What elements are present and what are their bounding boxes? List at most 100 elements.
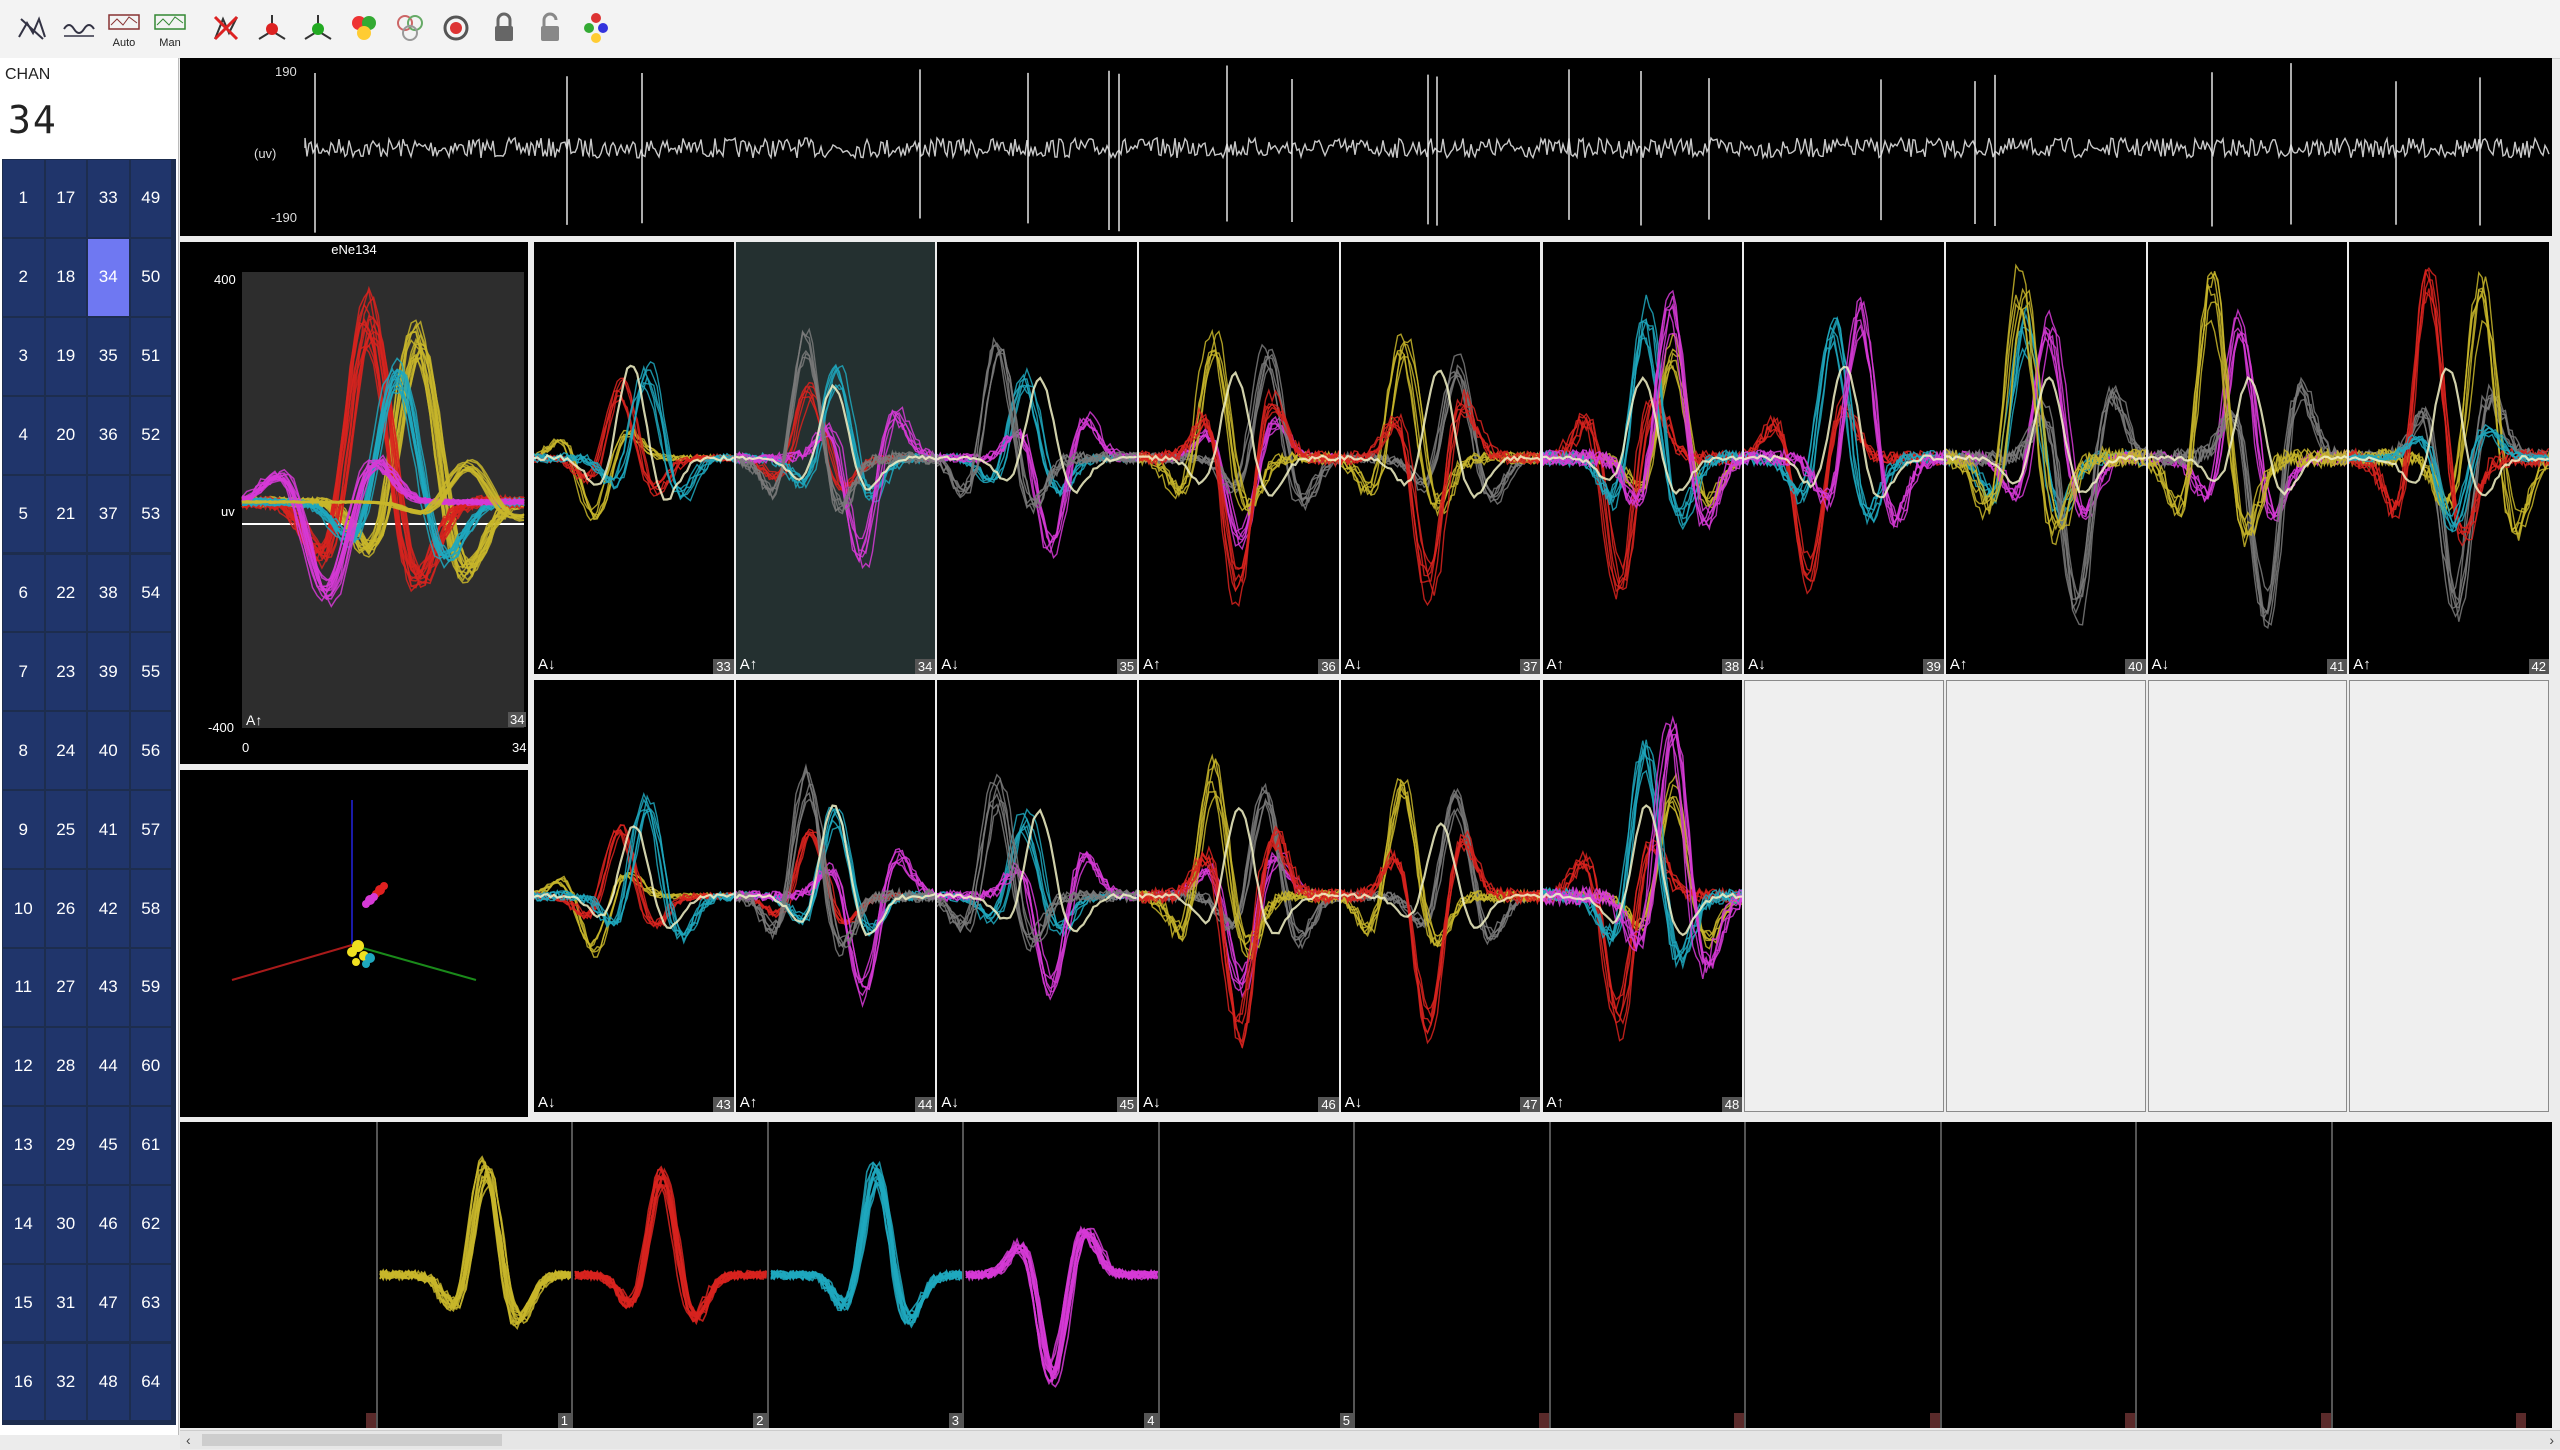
- waveform-cell-41[interactable]: A↓ 41: [2147, 242, 2348, 674]
- waveform-cell-37[interactable]: A↓ 37: [1340, 242, 1541, 674]
- channel-cell-49[interactable]: 49: [130, 160, 171, 237]
- channel-cell-6[interactable]: 6: [3, 554, 44, 632]
- waveform-cell-36[interactable]: A↑ 36: [1139, 242, 1339, 674]
- unit-slot-3[interactable]: 3: [766, 1122, 963, 1428]
- waveform-cell-42[interactable]: A↑ 42: [2349, 242, 2549, 674]
- waveform-cell-44[interactable]: A↑ 44: [735, 680, 936, 1112]
- channel-cell-2[interactable]: 2: [3, 238, 44, 316]
- channel-cell-53[interactable]: 53: [130, 475, 171, 553]
- waveform-cell-38[interactable]: A↑ 38: [1542, 242, 1743, 674]
- unlock-button[interactable]: [530, 8, 570, 48]
- threshold-button[interactable]: [58, 8, 98, 48]
- channel-cell-1[interactable]: 1: [3, 160, 44, 237]
- empty-cell[interactable]: [2349, 680, 2549, 1112]
- channel-cell-11[interactable]: 11: [3, 949, 44, 1026]
- channel-cell-59[interactable]: 59: [130, 949, 171, 1026]
- unit-slot-empty[interactable]: [1353, 1122, 1549, 1428]
- channel-cell-24[interactable]: 24: [45, 712, 86, 790]
- channel-cell-18[interactable]: 18: [45, 238, 86, 316]
- unit-slot-empty[interactable]: [1939, 1122, 2135, 1428]
- channel-cell-31[interactable]: 31: [45, 1264, 86, 1342]
- channel-cell-47[interactable]: 47: [88, 1264, 129, 1342]
- channel-cell-9[interactable]: 9: [3, 791, 44, 869]
- channel-cell-14[interactable]: 14: [3, 1185, 44, 1263]
- channel-cell-44[interactable]: 44: [88, 1027, 129, 1105]
- channel-cell-38[interactable]: 38: [88, 554, 129, 632]
- channel-cell-34[interactable]: 34: [88, 238, 129, 316]
- channel-cell-22[interactable]: 22: [45, 554, 86, 632]
- empty-cell[interactable]: [2147, 680, 2348, 1112]
- channel-cell-35[interactable]: 35: [88, 317, 129, 395]
- channel-cell-40[interactable]: 40: [88, 712, 129, 790]
- delete-unit-button[interactable]: [206, 8, 246, 48]
- channel-cell-37[interactable]: 37: [88, 475, 129, 553]
- channel-cell-15[interactable]: 15: [3, 1264, 44, 1342]
- merge-units-button[interactable]: [344, 8, 384, 48]
- unit-slot-empty[interactable]: [1744, 1122, 1940, 1428]
- cluster-red-button[interactable]: [252, 8, 292, 48]
- waveform-cell-43[interactable]: A↓ 43: [534, 680, 734, 1112]
- unit-slot-1[interactable]: 1: [375, 1122, 572, 1428]
- channel-cell-58[interactable]: 58: [130, 870, 171, 947]
- empty-cell[interactable]: [1744, 680, 1944, 1112]
- unit-slot-empty[interactable]: [2330, 1122, 2526, 1428]
- channel-cell-55[interactable]: 55: [130, 633, 171, 711]
- channel-cell-57[interactable]: 57: [130, 791, 171, 869]
- waveform-cell-48[interactable]: A↑ 48: [1542, 680, 1743, 1112]
- channel-cell-20[interactable]: 20: [45, 396, 86, 474]
- channel-cell-4[interactable]: 4: [3, 396, 44, 474]
- channel-cell-21[interactable]: 21: [45, 475, 86, 553]
- channel-cell-48[interactable]: 48: [88, 1343, 129, 1421]
- channel-cell-50[interactable]: 50: [130, 238, 171, 316]
- channel-cell-46[interactable]: 46: [88, 1185, 129, 1263]
- horizontal-scrollbar[interactable]: ‹ ›: [180, 1430, 2560, 1449]
- channel-cell-60[interactable]: 60: [130, 1027, 171, 1105]
- channel-cell-41[interactable]: 41: [88, 791, 129, 869]
- cluster-3d-view[interactable]: [180, 770, 528, 1117]
- channel-cell-39[interactable]: 39: [88, 633, 129, 711]
- auto-sort-button[interactable]: Auto: [104, 8, 144, 49]
- channel-cell-28[interactable]: 28: [45, 1027, 86, 1105]
- waveform-cell-39[interactable]: A↓ 39: [1744, 242, 1944, 674]
- channel-cell-45[interactable]: 45: [88, 1106, 129, 1184]
- channel-cell-29[interactable]: 29: [45, 1106, 86, 1184]
- channel-cell-32[interactable]: 32: [45, 1343, 86, 1421]
- channel-cell-3[interactable]: 3: [3, 317, 44, 395]
- unit-slot-2[interactable]: 2: [571, 1122, 768, 1428]
- channel-cell-8[interactable]: 8: [3, 712, 44, 790]
- waveform-cell-46[interactable]: A↓ 46: [1139, 680, 1339, 1112]
- channel-cell-63[interactable]: 63: [130, 1264, 171, 1342]
- waveform-cell-33[interactable]: A↓ 33: [534, 242, 734, 674]
- channel-cell-54[interactable]: 54: [130, 554, 171, 632]
- split-units-button[interactable]: [390, 8, 430, 48]
- unit-slot-empty[interactable]: [2135, 1122, 2331, 1428]
- waveform-cell-34[interactable]: A↑ 34: [735, 242, 936, 674]
- waveform-cell-35[interactable]: A↓ 35: [937, 242, 1138, 674]
- waveform-cell-40[interactable]: A↑ 40: [1945, 242, 2146, 674]
- channel-cell-26[interactable]: 26: [45, 870, 86, 947]
- channel-cell-64[interactable]: 64: [130, 1343, 171, 1421]
- channel-cell-43[interactable]: 43: [88, 949, 129, 1026]
- scroll-thumb[interactable]: [202, 1434, 502, 1446]
- channel-cell-30[interactable]: 30: [45, 1185, 86, 1263]
- channel-cell-7[interactable]: 7: [3, 633, 44, 711]
- cluster-green-button[interactable]: [298, 8, 338, 48]
- channel-cell-42[interactable]: 42: [88, 870, 129, 947]
- channel-cell-16[interactable]: 16: [3, 1343, 44, 1421]
- channel-cell-10[interactable]: 10: [3, 870, 44, 947]
- channel-cell-13[interactable]: 13: [3, 1106, 44, 1184]
- channel-cell-51[interactable]: 51: [130, 317, 171, 395]
- palette-button[interactable]: [576, 8, 616, 48]
- scroll-left-icon[interactable]: ‹: [186, 1432, 191, 1448]
- channel-cell-23[interactable]: 23: [45, 633, 86, 711]
- channel-cell-52[interactable]: 52: [130, 396, 171, 474]
- unit-slot-5[interactable]: 5: [1157, 1122, 1353, 1428]
- waveform-cell-47[interactable]: A↓ 47: [1340, 680, 1541, 1112]
- empty-cell[interactable]: [1945, 680, 2146, 1112]
- unit-slot-empty[interactable]: [180, 1122, 376, 1428]
- unit-slot-4[interactable]: 4: [962, 1122, 1159, 1428]
- scroll-right-icon[interactable]: ›: [2549, 1432, 2554, 1448]
- channel-cell-17[interactable]: 17: [45, 160, 86, 237]
- channel-cell-61[interactable]: 61: [130, 1106, 171, 1184]
- target-button[interactable]: [436, 8, 476, 48]
